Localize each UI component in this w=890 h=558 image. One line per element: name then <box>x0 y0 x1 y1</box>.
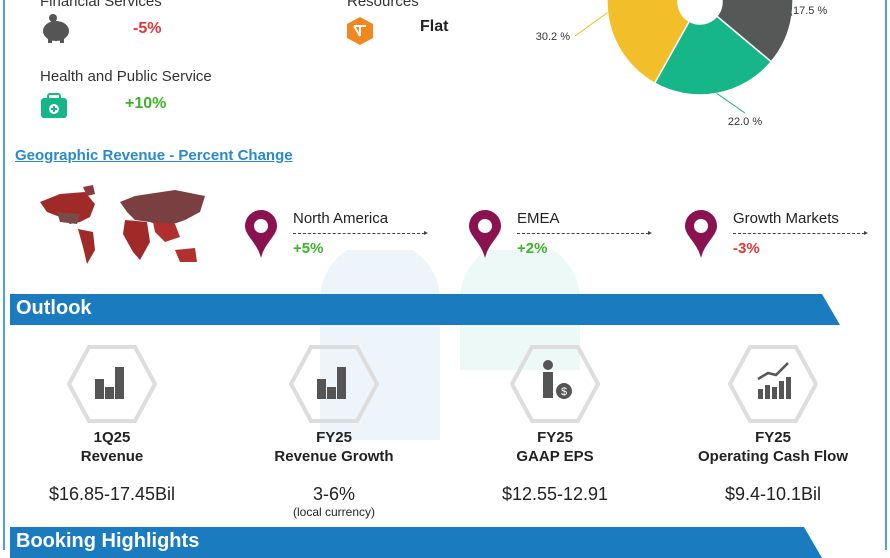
donut-chart: 17.5 % 22.0 % 30.2 % <box>536 0 827 128</box>
page-frame <box>3 0 887 550</box>
dashed-arrow <box>293 231 428 235</box>
segment-name: Health and Public Service <box>40 68 212 85</box>
slice-label: 22.0 % <box>728 116 762 128</box>
coins-icon <box>66 345 158 423</box>
outlook-item: FY25 Revenue Growth 3-6% (local currency… <box>234 345 434 519</box>
coins-icon <box>288 345 380 423</box>
segment-change: +10% <box>125 95 167 112</box>
dashed-arrow <box>733 231 868 235</box>
map-pin-icon <box>245 210 277 258</box>
outlook-value: $16.85-17.45Bil <box>48 484 176 504</box>
region-name: EMEA <box>517 210 560 227</box>
map-pin-icon <box>469 210 501 258</box>
outlook-metric: GAAP EPS <box>516 448 594 465</box>
donut-slice <box>653 15 773 96</box>
world-map-icon <box>40 185 205 264</box>
segment-change: -5% <box>133 20 162 37</box>
donut-slice <box>715 0 794 63</box>
donut-slice <box>606 0 691 85</box>
booking-highlights-banner: Booking Highlights <box>10 527 822 558</box>
leader-line <box>716 93 746 114</box>
outlook-item: FY25 Operating Cash Flow $9.4-10.1Bil <box>673 345 873 505</box>
outlook-item: $ FY25 GAAP EPS $12.55-12.91 <box>455 345 655 505</box>
person-dollar-icon: $ <box>509 345 601 423</box>
leader-line <box>574 12 608 37</box>
region-change: -3% <box>733 240 760 257</box>
outlook-period: FY25 <box>537 429 573 446</box>
outlook-value: 3-6% <box>312 484 356 504</box>
outlook-period: FY25 <box>316 429 352 446</box>
geo-title[interactable]: Geographic Revenue - Percent Change <box>15 147 293 164</box>
outlook-metric: Operating Cash Flow <box>697 448 848 465</box>
outlook-metric: Revenue Growth <box>274 448 394 465</box>
region-name: North America <box>293 210 389 227</box>
outlook-item: 1Q25 Revenue $16.85-17.45Bil <box>12 345 212 505</box>
segment-name: Financial Services <box>40 0 162 10</box>
medical-kit-icon <box>41 93 67 118</box>
dashed-arrow <box>517 231 652 235</box>
outlook-value: $9.4-10.1Bil <box>724 484 822 504</box>
outlook-note: (local currency) <box>292 505 376 519</box>
resources-icon <box>347 17 373 45</box>
map-pin-icon <box>685 210 717 258</box>
outlook-period: FY25 <box>755 429 791 446</box>
slice-label: 17.5 % <box>793 5 827 17</box>
svg-text:$: $ <box>561 386 567 398</box>
outlook-value: $12.55-12.91 <box>501 484 609 504</box>
segment-name: Resources <box>347 0 419 10</box>
region-name: Growth Markets <box>733 210 839 227</box>
region-change: +2% <box>517 240 548 257</box>
outlook-metric: Revenue <box>80 448 144 465</box>
outlook-period: 1Q25 <box>93 429 131 446</box>
slice-label: 30.2 % <box>536 31 570 43</box>
segment-change: Flat <box>420 18 449 35</box>
region-change: +5% <box>293 240 324 257</box>
growth-chart-icon <box>727 345 819 423</box>
piggy-bank-icon <box>43 14 69 43</box>
outlook-banner: Outlook <box>10 294 840 325</box>
leader-line <box>789 9 793 16</box>
